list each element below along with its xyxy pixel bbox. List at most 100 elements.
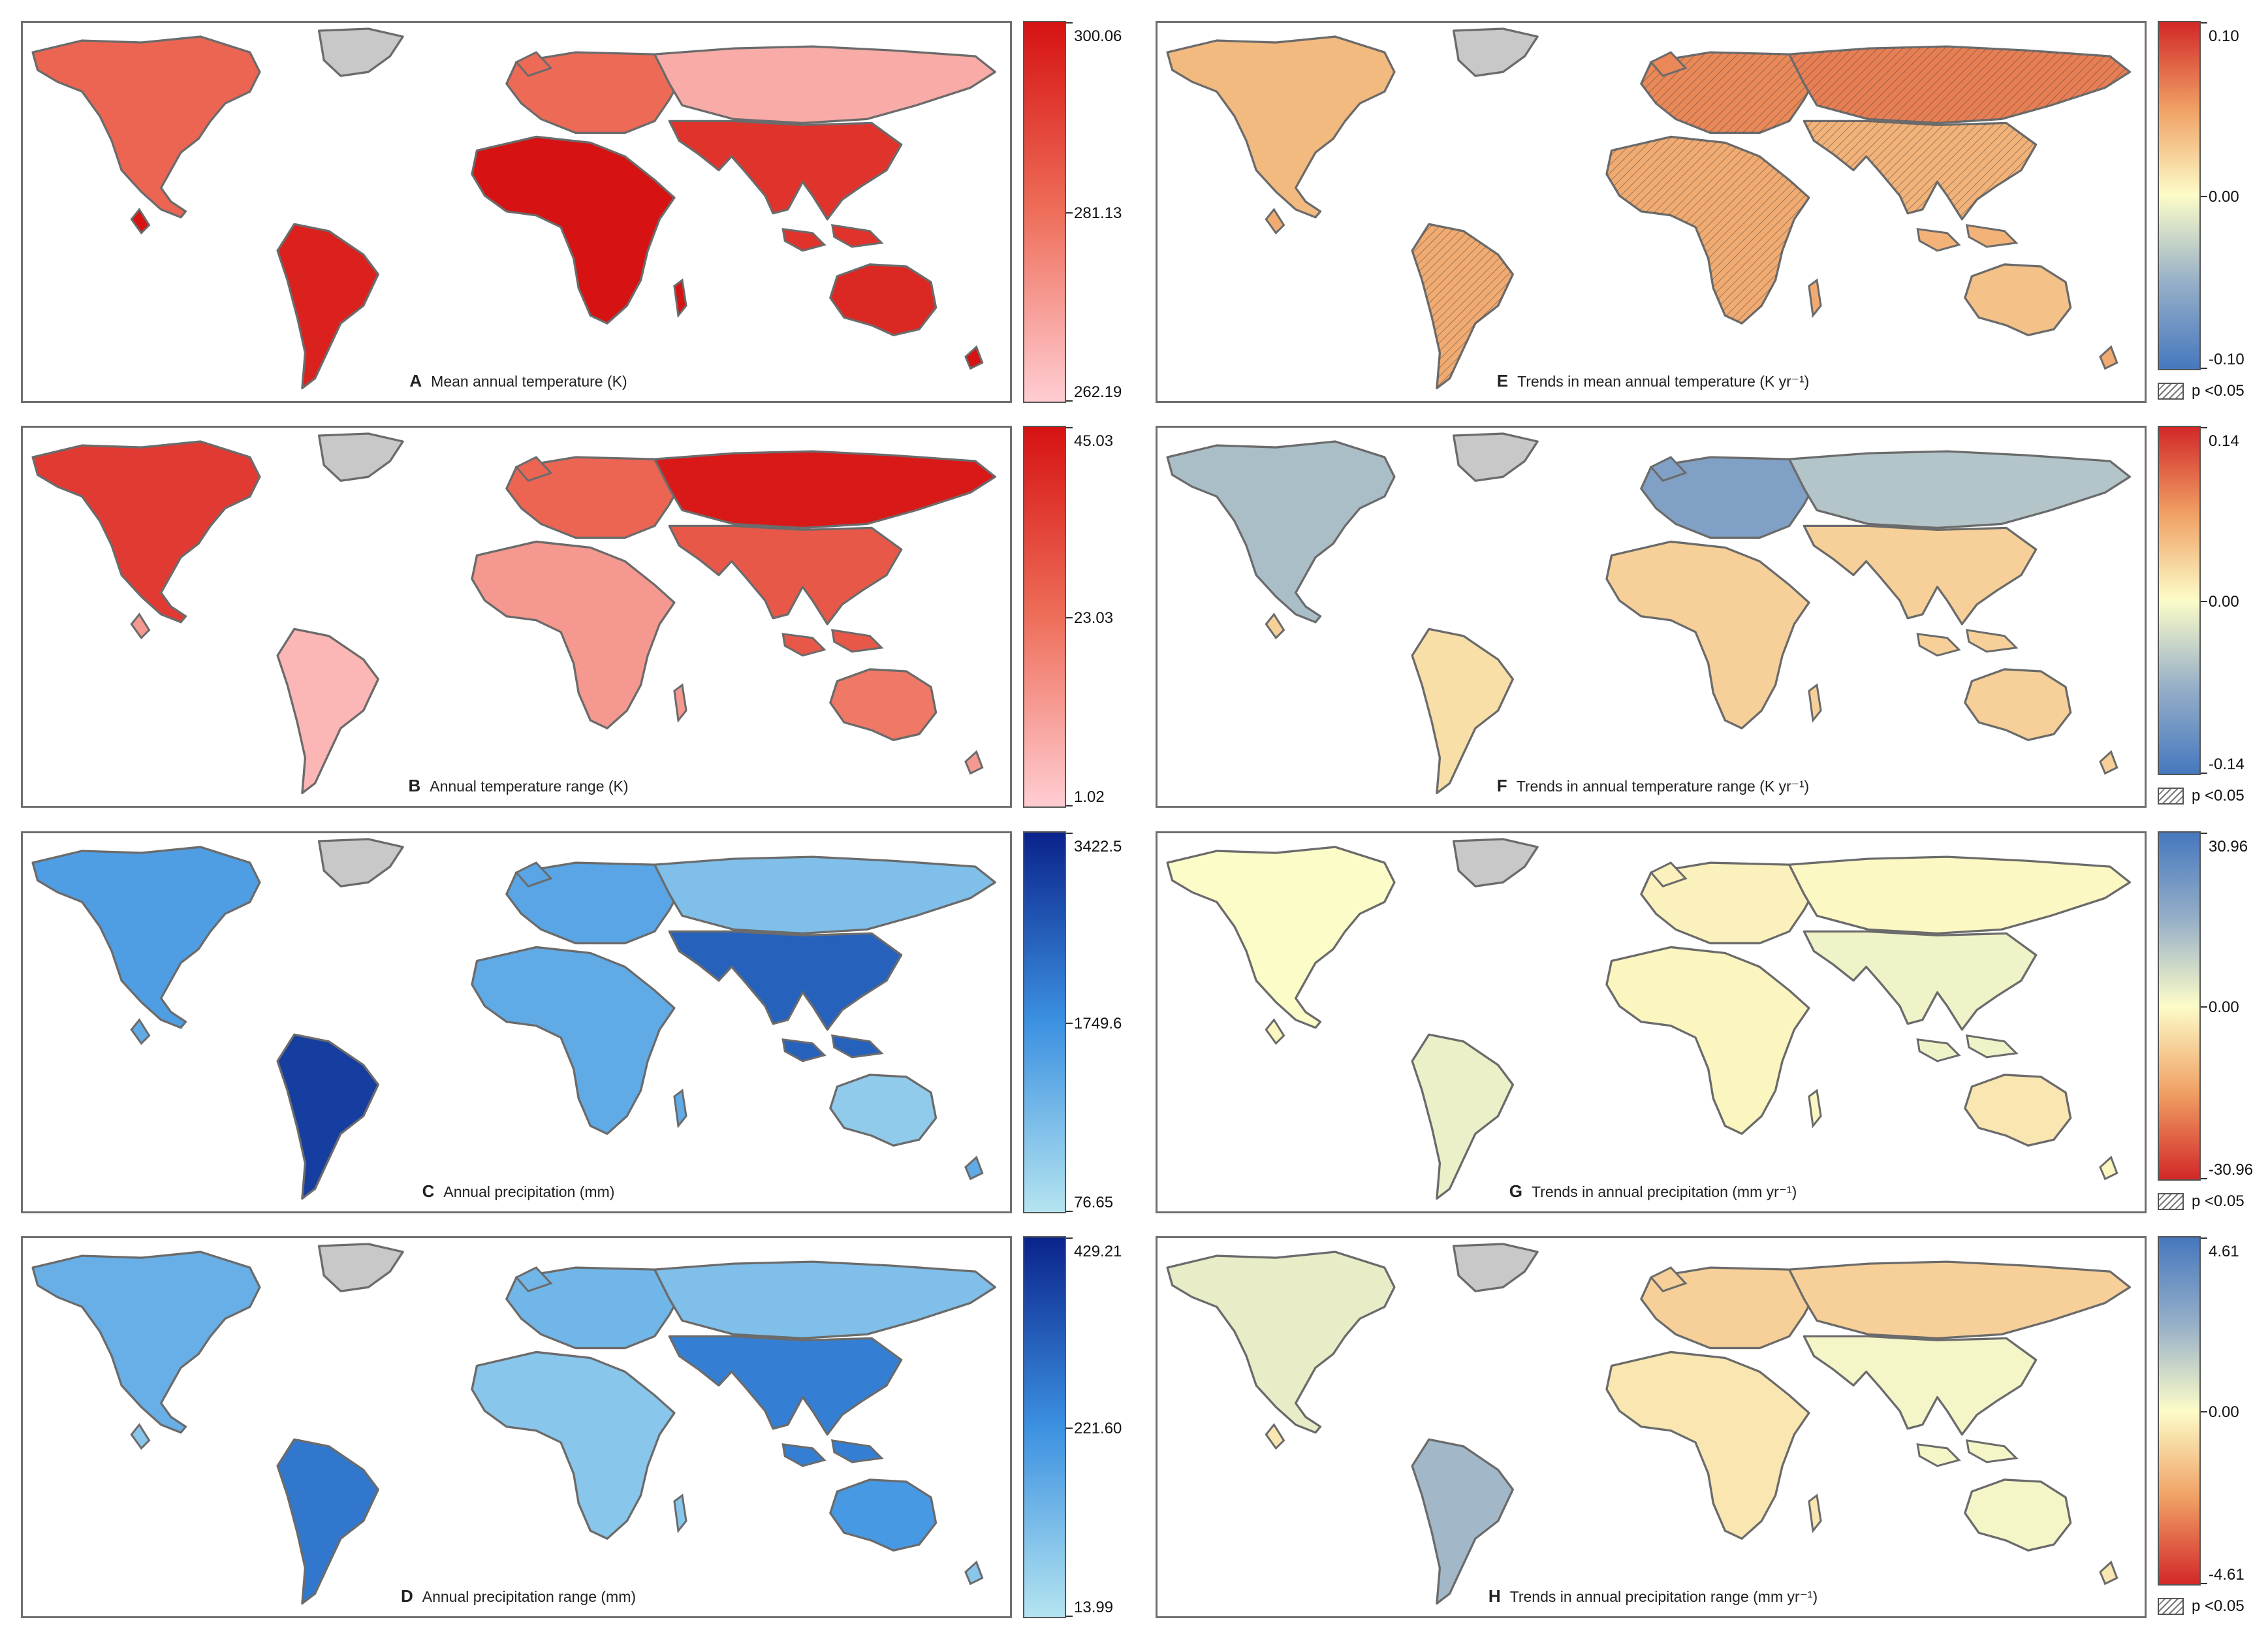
colorbar-tick-mark (1066, 22, 1073, 24)
panel-a: A Mean annual temperature (K) 300.06 281.13… (21, 21, 1163, 403)
region-af (471, 135, 676, 325)
hatch-asia-s (1804, 121, 2036, 219)
colorbar-tick-mark (1066, 1022, 1073, 1024)
region-gl (317, 27, 404, 77)
colorbar-tick-mark (1066, 1427, 1073, 1429)
island (130, 208, 151, 235)
region-gl (1452, 838, 1539, 887)
island (964, 750, 984, 775)
panel-title: Annual precipitation range (mm) (422, 1588, 637, 1605)
island (514, 456, 553, 482)
region-eu (1640, 1266, 1820, 1350)
colorbar-tick-mark (2201, 195, 2207, 197)
region-sa (276, 1033, 379, 1200)
panel-letter: G (1509, 1181, 1522, 1201)
region-na (31, 35, 261, 219)
hatch-swatch-icon (2158, 788, 2184, 805)
island (781, 633, 827, 657)
region-na (1166, 1251, 1396, 1434)
world-map-g (1166, 838, 2131, 1200)
panel-h: H Trends in annual precipitation range (m… (1156, 1236, 2268, 1618)
island (2099, 1155, 2118, 1181)
colorbar-tick-mark (1066, 1616, 1073, 1617)
region-asia-s (1803, 930, 2038, 1031)
island (831, 1034, 884, 1059)
colorbar (1023, 831, 1066, 1213)
island (1265, 613, 1285, 640)
panel-b: B Annual temperature range (K) 45.03 23.03 1… (21, 426, 1163, 808)
island (130, 613, 151, 640)
panel-caption: G Trends in annual precipitation (mm yr⁻¹… (1158, 1181, 2145, 1202)
colorbar-tick-mid: 0.00 (2209, 1403, 2239, 1421)
panel-e: E Trends in mean annual temperature (K yr… (1156, 21, 2268, 403)
colorbar-tick-min: 13.99 (1074, 1599, 1114, 1616)
island (673, 278, 687, 318)
panel-caption: H Trends in annual precipitation range (m… (1158, 1586, 2145, 1606)
region-au (829, 263, 937, 336)
hatch-swatch-icon (2158, 1598, 2184, 1615)
colorbar-tick-mark (1066, 212, 1073, 214)
region-af (1605, 946, 1810, 1135)
region-af (471, 1350, 676, 1540)
colorbar-tick-mid: 281.13 (1074, 204, 1122, 222)
island (1649, 456, 1688, 482)
significance-label: p <0.05 (2192, 1597, 2244, 1615)
panel-title: Annual precipitation (mm) (443, 1183, 615, 1200)
significance-legend: p <0.05 (2158, 382, 2244, 400)
map-b: B Annual temperature range (K) (21, 426, 1012, 808)
island (673, 1493, 687, 1533)
region-na (31, 1251, 261, 1434)
colorbar-tick-min: -0.10 (2209, 351, 2244, 368)
island (1916, 228, 1961, 252)
island (1808, 1089, 1822, 1128)
region-asia-n (1788, 855, 2131, 935)
panel-c: C Annual precipitation (mm) 3422.5 1749.6 76… (21, 831, 1163, 1213)
region-gl (1452, 27, 1539, 77)
map-g: G Trends in annual precipitation (mm yr⁻¹… (1156, 831, 2147, 1213)
colorbar-tick-max: 4.61 (2209, 1243, 2239, 1260)
island (2099, 345, 2118, 370)
panel-g: G Trends in annual precipitation (mm yr⁻¹… (1156, 831, 2268, 1213)
region-na (1166, 35, 1396, 219)
panel-letter: D (400, 1586, 413, 1606)
colorbar-tick-mark (1066, 400, 1073, 402)
region-asia-s (668, 930, 903, 1031)
island (1649, 861, 1688, 887)
colorbar-tick-min: 262.19 (1074, 383, 1122, 401)
significance-legend: p <0.05 (2158, 1192, 2244, 1211)
island (130, 1018, 151, 1045)
island (2099, 750, 2118, 775)
region-asia-s (1803, 1335, 2038, 1436)
panel-title: Trends in annual precipitation (mm yr⁻¹) (1531, 1183, 1797, 1200)
hatch-asia-n (1789, 46, 2130, 123)
region-eu (1640, 456, 1820, 539)
panel-letter: E (1496, 371, 1509, 391)
panel-title: Annual temperature range (K) (430, 778, 629, 795)
colorbar-tick-mark (1066, 805, 1073, 806)
panel-title: Mean annual temperature (K) (431, 373, 627, 390)
colorbar-tick-mark (2201, 1006, 2207, 1008)
island (1649, 1266, 1688, 1292)
region-au (1964, 263, 2072, 336)
colorbar-tick-mid: 0.00 (2209, 187, 2239, 206)
colorbar-tick-max: 30.96 (2209, 838, 2248, 855)
region-na (31, 846, 261, 1029)
panel-letter: H (1488, 1586, 1501, 1606)
colorbar (1023, 1236, 1066, 1618)
hatch-sa (1412, 224, 1513, 389)
island (1808, 683, 1822, 723)
colorbar-tick-max: 3422.5 (1074, 838, 1122, 855)
panel-letter: B (408, 776, 421, 795)
map-a: A Mean annual temperature (K) (21, 21, 1012, 403)
colorbar-tick-mark (2201, 1583, 2207, 1584)
panel-d: D Annual precipitation range (mm) 429.21 22… (21, 1236, 1163, 1618)
region-gl (317, 838, 404, 887)
colorbar-tick-mark (1066, 1237, 1073, 1239)
region-au (829, 1478, 937, 1552)
region-asia-n (654, 1260, 996, 1340)
island (1808, 278, 1822, 318)
world-map-c (31, 838, 996, 1200)
region-asia-s (668, 524, 903, 626)
island (514, 861, 553, 887)
region-na (1166, 846, 1396, 1029)
